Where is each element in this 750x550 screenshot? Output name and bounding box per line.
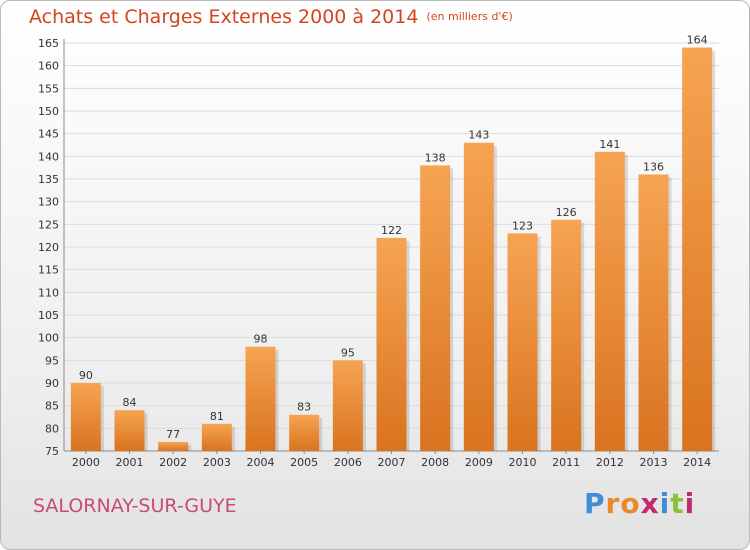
bar [463,142,494,451]
logo-letter: i [659,487,671,520]
bar [638,174,669,451]
chart-unit: (en milliers d'€) [426,10,513,23]
y-tick-label: 145 [38,128,59,141]
bar [332,360,363,451]
bar [594,151,625,452]
y-tick-label: 130 [38,196,59,209]
bar-value-label: 98 [254,333,268,346]
bar [376,237,407,451]
logo-letter: t [670,487,685,520]
y-tick-label: 75 [45,445,59,458]
bar [70,383,101,451]
bar-value-label: 81 [210,410,224,423]
x-tick-label: 2001 [116,456,144,469]
y-tick-label: 150 [38,105,59,118]
y-tick-label: 115 [38,264,59,277]
y-tick-label: 140 [38,150,59,163]
y-tick-label: 110 [38,286,59,299]
bar-value-label: 141 [599,138,620,151]
x-tick-label: 2002 [159,456,187,469]
bar-value-label: 164 [687,34,708,47]
x-tick-label: 2005 [290,456,318,469]
bar [158,441,189,451]
bar-value-label: 77 [166,428,180,441]
bar-value-label: 136 [643,160,664,173]
y-tick-label: 80 [45,422,59,435]
logo-letter: i [684,487,696,520]
x-tick-label: 2000 [72,456,100,469]
x-tick-label: 2006 [334,456,362,469]
y-tick-label: 95 [45,354,59,367]
title-row: Achats et Charges Externes 2000 à 2014 (e… [29,6,513,28]
x-tick-label: 2007 [378,456,406,469]
bar [289,414,320,451]
x-tick-label: 2012 [596,456,624,469]
y-tick-label: 160 [38,60,59,73]
bar [201,423,232,451]
x-tick-label: 2004 [247,456,275,469]
bar-value-label: 143 [468,129,489,142]
bar [507,233,538,451]
y-tick-label: 125 [38,218,59,231]
y-tick-label: 135 [38,173,59,186]
x-tick-label: 2011 [552,456,580,469]
bar-value-label: 122 [381,224,402,237]
x-tick-label: 2003 [203,456,231,469]
bar-value-label: 138 [425,151,446,164]
proxiti-logo: Proxiti [584,487,695,520]
y-tick-label: 100 [38,332,59,345]
x-tick-label: 2008 [421,456,449,469]
bar-value-label: 123 [512,219,533,232]
bar [245,346,276,451]
logo-letter: o [620,487,641,520]
bar-value-label: 90 [79,369,93,382]
x-tick-label: 2010 [509,456,537,469]
bar-value-label: 95 [341,346,355,359]
bar [114,410,145,451]
bar [420,165,451,451]
bar-value-label: 126 [556,206,577,219]
bar-value-label: 83 [297,401,311,414]
y-tick-label: 120 [38,241,59,254]
bar [682,47,713,452]
logo-letter: x [640,487,660,520]
y-tick-label: 165 [38,37,59,50]
town-name: SALORNAY-SUR-GUYE [33,495,237,517]
chart-title: Achats et Charges Externes 2000 à 2014 [29,6,419,28]
bar-value-label: 84 [123,396,137,409]
y-tick-label: 105 [38,309,59,322]
x-tick-label: 2014 [683,456,711,469]
y-tick-label: 155 [38,82,59,95]
bar [551,219,582,451]
logo-letter: P [584,487,606,520]
x-tick-label: 2009 [465,456,493,469]
y-tick-label: 85 [45,400,59,413]
x-tick-label: 2013 [640,456,668,469]
y-tick-label: 90 [45,377,59,390]
logo-letter: r [605,487,621,520]
